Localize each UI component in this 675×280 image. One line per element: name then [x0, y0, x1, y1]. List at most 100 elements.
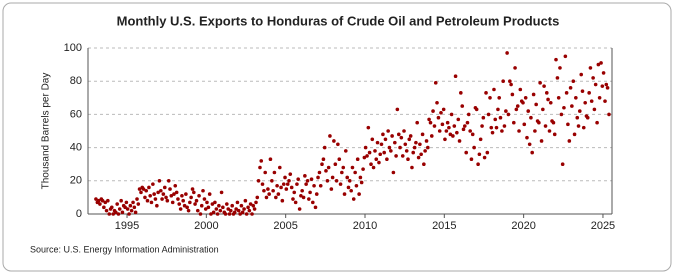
point: [566, 122, 570, 127]
point: [304, 182, 308, 186]
y-tick-label: 80: [70, 75, 82, 87]
point: [96, 198, 101, 203]
point: [321, 157, 326, 162]
point: [303, 174, 307, 178]
point: [207, 192, 212, 196]
point: [371, 165, 376, 170]
point: [589, 99, 594, 103]
point: [595, 120, 599, 125]
point: [107, 212, 112, 216]
point: [258, 165, 262, 170]
point: [415, 120, 419, 125]
point: [445, 120, 450, 125]
point: [297, 207, 302, 211]
point: [318, 183, 323, 188]
point: [100, 198, 105, 203]
point: [127, 212, 131, 216]
y-tick-label: 40: [70, 142, 82, 154]
point: [152, 192, 156, 196]
point: [120, 210, 125, 215]
point: [102, 205, 106, 210]
point: [579, 72, 584, 77]
point: [547, 129, 552, 133]
point: [305, 179, 310, 183]
point: [466, 112, 471, 117]
point: [423, 149, 427, 153]
point: [492, 87, 496, 92]
point: [435, 100, 439, 105]
point: [276, 192, 281, 196]
point: [197, 193, 201, 198]
point: [575, 115, 580, 120]
point: [309, 177, 314, 181]
point: [164, 195, 168, 200]
point: [571, 79, 576, 83]
point: [369, 162, 373, 166]
point: [131, 200, 135, 205]
point: [428, 120, 433, 125]
point: [585, 115, 590, 120]
x-tick-label: 2015: [432, 220, 456, 232]
point: [275, 183, 279, 188]
point: [148, 193, 152, 198]
point: [338, 182, 343, 186]
point: [98, 202, 102, 206]
point: [490, 130, 495, 135]
point: [593, 82, 598, 87]
point: [349, 188, 353, 193]
point: [577, 109, 582, 113]
point: [377, 160, 381, 165]
point: [180, 193, 184, 198]
point: [283, 175, 287, 180]
point: [382, 150, 386, 155]
point: [462, 124, 467, 128]
point: [521, 100, 525, 105]
point: [604, 82, 609, 87]
point: [427, 117, 431, 122]
point: [188, 200, 192, 205]
point: [307, 197, 311, 201]
point: [511, 120, 516, 125]
point: [247, 208, 252, 213]
point: [223, 212, 228, 216]
point: [436, 115, 441, 120]
point: [351, 197, 356, 201]
point: [496, 107, 500, 112]
point: [400, 154, 405, 158]
point: [517, 129, 521, 133]
point: [488, 96, 492, 100]
point: [418, 142, 422, 147]
point: [230, 203, 235, 208]
point: [322, 145, 327, 150]
point: [375, 140, 380, 145]
point: [459, 91, 463, 95]
y-axis-label: Thousand Barrels per Day: [41, 73, 52, 190]
point: [390, 134, 394, 138]
point: [601, 71, 606, 75]
point: [325, 179, 330, 183]
point: [461, 127, 466, 132]
point: [600, 84, 605, 88]
point: [366, 125, 371, 130]
point: [133, 210, 138, 215]
point: [248, 202, 253, 206]
point: [299, 193, 303, 198]
point: [476, 162, 480, 166]
point: [510, 92, 515, 97]
point: [451, 134, 455, 138]
y-tick-label: 0: [76, 208, 82, 220]
point: [588, 66, 593, 70]
point: [563, 54, 568, 59]
point: [374, 157, 379, 162]
point: [192, 190, 196, 195]
point: [308, 190, 312, 195]
point: [109, 205, 114, 210]
point: [407, 137, 412, 142]
point: [543, 124, 548, 128]
point: [508, 79, 512, 83]
point: [470, 132, 475, 137]
point: [250, 212, 254, 216]
point: [457, 139, 462, 143]
point: [189, 195, 193, 200]
point: [587, 91, 591, 95]
